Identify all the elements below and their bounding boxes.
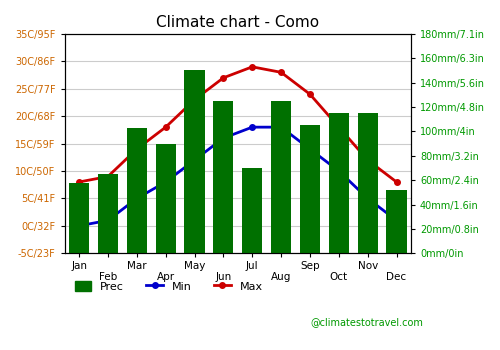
Bar xyxy=(156,144,176,253)
Text: Jun: Jun xyxy=(216,272,232,282)
Text: Jul: Jul xyxy=(246,261,258,272)
Bar xyxy=(271,101,291,253)
Legend: Prec, Min, Max: Prec, Min, Max xyxy=(70,276,267,296)
Text: Sep: Sep xyxy=(300,261,320,272)
Title: Climate chart - Como: Climate chart - Como xyxy=(156,15,320,30)
Bar xyxy=(69,183,89,253)
Text: Nov: Nov xyxy=(358,261,378,272)
Bar xyxy=(242,168,262,253)
Bar xyxy=(328,113,349,253)
Bar xyxy=(386,190,406,253)
Text: Aug: Aug xyxy=(271,272,291,282)
Text: Apr: Apr xyxy=(156,272,174,282)
Text: @climatestotravel.com: @climatestotravel.com xyxy=(310,317,423,328)
Text: May: May xyxy=(184,261,205,272)
Bar xyxy=(358,113,378,253)
Text: Jan: Jan xyxy=(71,261,87,272)
Bar xyxy=(126,128,147,253)
Text: Oct: Oct xyxy=(330,272,348,282)
Bar xyxy=(300,125,320,253)
Text: Dec: Dec xyxy=(386,272,406,282)
Text: Feb: Feb xyxy=(99,272,117,282)
Bar xyxy=(98,174,118,253)
Bar xyxy=(214,101,234,253)
Text: Mar: Mar xyxy=(127,261,146,272)
Bar xyxy=(184,70,204,253)
